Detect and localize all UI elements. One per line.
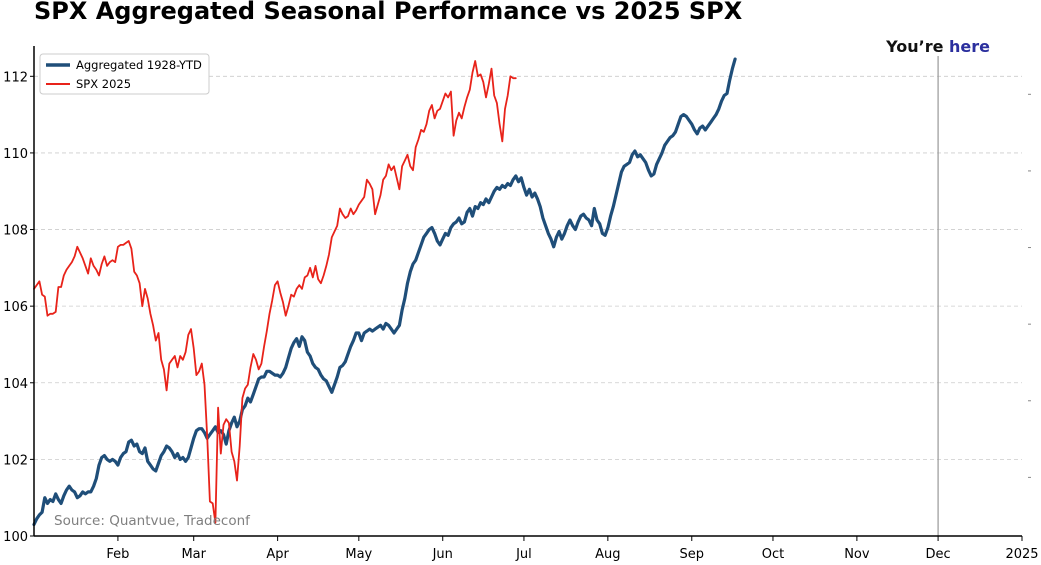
y-tick-label-108: 108 [3, 224, 28, 239]
series-line-spx2025 [33, 60, 517, 524]
x-tick-label-2025: 2025 [1005, 547, 1038, 562]
axes: 100 102 104 106 108 110 112 Feb Mar Apr May Jun Jul A… [3, 46, 1039, 562]
x-tick-label-Jun: Jun [432, 547, 453, 562]
chart-title: SPX Aggregated Seasonal Performance vs 2… [34, 0, 743, 25]
x-tick-label-Aug: Aug [595, 547, 620, 562]
y-tick-label-102: 102 [3, 453, 28, 468]
x-tick-label-Dec: Dec [926, 547, 951, 562]
legend: Aggregated 1928-YTD SPX 2025 [39, 53, 210, 95]
x-tick-label-Oct: Oct [762, 547, 784, 562]
gridlines [34, 75, 1022, 460]
x-tick-label-Jul: Jul [515, 547, 532, 562]
legend-box [39, 53, 210, 95]
y-tick-label-110: 110 [3, 147, 28, 162]
series-lines [32, 57, 737, 527]
y-tick-label-106: 106 [3, 300, 28, 315]
x-tick-label-May: May [345, 547, 372, 562]
x-tick-label-Feb: Feb [106, 547, 129, 562]
x-tick-label-Nov: Nov [844, 547, 870, 562]
legend-label-aggregated: Aggregated 1928-YTD [76, 58, 202, 72]
source-note: Source: Quantvue, Tradeconf [54, 513, 251, 529]
legend-label-spx2025: SPX 2025 [76, 77, 131, 91]
series-line-aggregated [32, 57, 737, 527]
y-tick-label-100: 100 [3, 530, 28, 545]
youre-here-annotation: You’re here [885, 37, 990, 56]
y-tick-label-112: 112 [3, 70, 28, 85]
x-tick-label-Apr: Apr [266, 547, 289, 562]
x-tick-label-Mar: Mar [181, 547, 206, 562]
x-tick-label-Sep: Sep [680, 547, 705, 562]
annotation-highlight: here [949, 37, 990, 56]
y-tick-label-104: 104 [3, 377, 28, 392]
annotation-prefix: You’re [885, 37, 949, 56]
